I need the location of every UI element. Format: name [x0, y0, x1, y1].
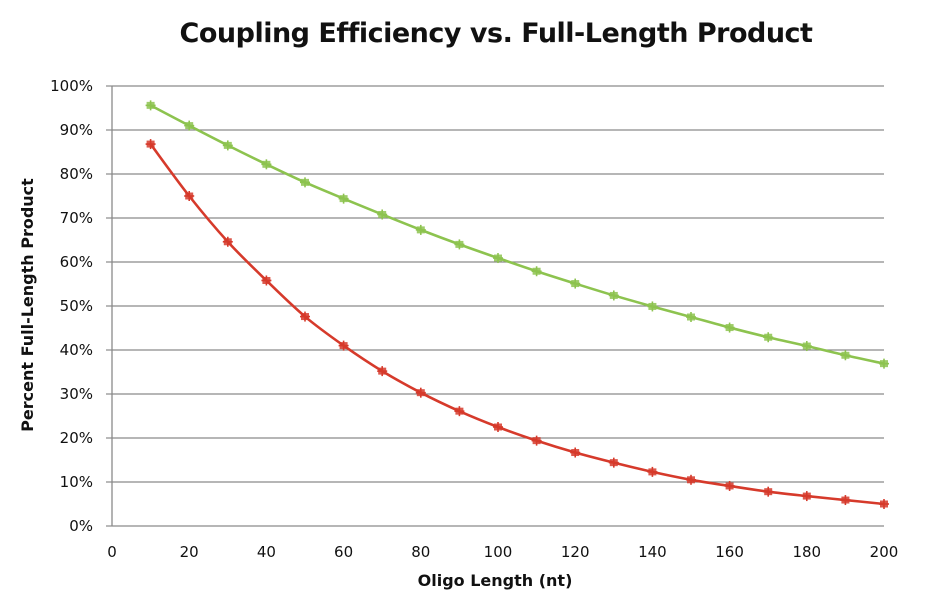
y-tick-label: 80% [60, 165, 93, 183]
series-green-point [840, 350, 851, 361]
series-red-point [686, 474, 696, 485]
series-red-point [570, 447, 581, 458]
y-tick-label: 40% [60, 341, 93, 359]
series-green-point [608, 290, 619, 301]
y-tick-label: 10% [60, 473, 93, 491]
series-green-point [415, 224, 426, 235]
y-axis-label: Percent Full-Length Product [18, 178, 37, 432]
x-tick-label: 180 [792, 543, 821, 561]
chart-title: Coupling Efficiency vs. Full-Length Prod… [179, 18, 813, 49]
x-tick-label: 140 [638, 543, 667, 561]
series-red-point [763, 486, 774, 497]
y-tick-label: 100% [50, 77, 93, 95]
x-tick-label: 160 [715, 543, 744, 561]
series-red-point [145, 139, 156, 150]
series-green-point [570, 278, 581, 289]
series-green-point [724, 322, 735, 333]
y-tick-labels: 0% 10% 20% 30% 40% 50% 60% 70% 80% 90% 100% [50, 77, 93, 535]
x-tick-label: 60 [334, 543, 353, 561]
series-green-point [261, 159, 272, 170]
series-green-point [879, 358, 889, 369]
series-red-point [879, 499, 889, 509]
series-green-point [377, 209, 388, 220]
data-series [145, 100, 889, 509]
x-tick-label: 40 [257, 543, 276, 561]
series-red-point [454, 406, 465, 417]
series-green [145, 100, 889, 369]
series-red-point [261, 275, 272, 286]
y-tick-label: 30% [60, 385, 93, 403]
y-tick-label: 20% [60, 429, 93, 447]
x-tick-label: 0 [107, 543, 117, 561]
axes [106, 85, 884, 527]
series-red-point [415, 387, 426, 398]
series-red-point [338, 340, 349, 351]
series-green-point [145, 100, 156, 111]
series-red-point [608, 457, 619, 468]
series-red [145, 139, 889, 509]
y-tick-label: 70% [60, 209, 93, 227]
series-green-point [531, 266, 542, 277]
series-green-point [338, 193, 349, 204]
series-green-point [300, 177, 310, 188]
series-red-point [801, 491, 812, 502]
x-tick-label: 200 [870, 543, 899, 561]
x-axis-label: Oligo Length (nt) [418, 571, 573, 590]
series-red-point [531, 435, 542, 446]
series-green-point [454, 239, 465, 250]
x-tick-label: 120 [561, 543, 590, 561]
series-red-point [840, 495, 851, 506]
series-red-point [493, 422, 503, 432]
series-green-point [647, 301, 658, 312]
series-green-point [763, 332, 774, 343]
x-tick-label: 100 [484, 543, 513, 561]
y-tick-label: 90% [60, 121, 93, 139]
series-red-point [377, 366, 388, 377]
series-green-point [686, 312, 696, 322]
series-red-point [184, 191, 195, 201]
series-green-point [222, 140, 233, 151]
y-tick-label: 0% [69, 517, 93, 535]
series-red-line [149, 143, 885, 506]
x-tick-label: 80 [411, 543, 430, 561]
y-tick-label: 60% [60, 253, 93, 271]
series-red-point [647, 466, 658, 477]
y-tick-label: 50% [60, 297, 93, 315]
series-green-point [184, 120, 195, 131]
series-green-point [801, 341, 812, 352]
x-tick-label: 20 [180, 543, 199, 561]
series-red-point [724, 480, 735, 491]
series-red-point [222, 236, 233, 247]
series-green-line [149, 104, 885, 365]
series-green-point [493, 253, 503, 264]
series-red-point [300, 311, 310, 322]
x-tick-labels: 0 20 40 60 80 100 120 140 160 180 200 [107, 543, 898, 561]
